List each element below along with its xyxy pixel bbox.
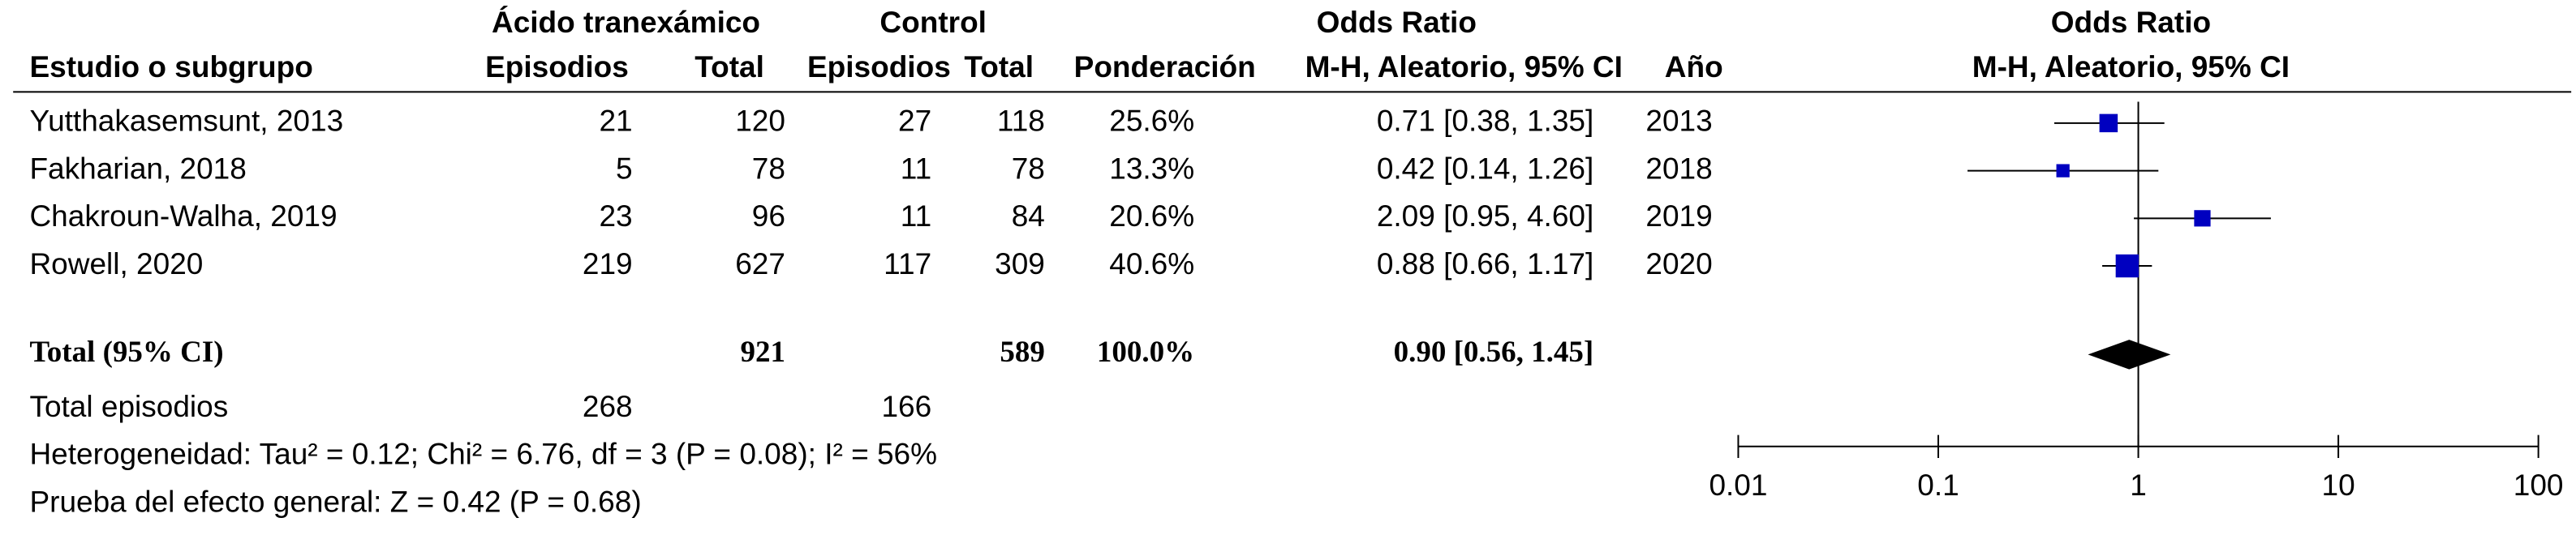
- x-tick-label: 1: [2130, 469, 2147, 502]
- cell: 78: [752, 152, 785, 185]
- cell: 0.71 [0.38, 1.35]: [1377, 105, 1593, 138]
- plot-subtitle: M-H, Aleatorio, 95% CI: [1972, 50, 2290, 83]
- heterogeneity: Heterogeneidad: Tau² = 0.12; Chi² = 6.76…: [29, 438, 937, 471]
- cell: 268: [583, 390, 633, 423]
- group-header: Odds Ratio: [1317, 6, 1477, 39]
- study-name: Fakharian, 2018: [29, 152, 246, 185]
- cell: 84: [1012, 199, 1045, 233]
- total-name: Total (95% CI): [29, 336, 223, 369]
- column-header: Episodios: [485, 50, 629, 83]
- cell: 2018: [1645, 152, 1712, 185]
- cell: 100.0%: [1097, 336, 1194, 369]
- cell: 25.6%: [1109, 105, 1194, 138]
- column-header: Total: [964, 50, 1034, 83]
- cell: 2020: [1645, 247, 1712, 280]
- total-diamond: [2088, 340, 2171, 370]
- study-name: Chakroun-Walha, 2019: [29, 199, 337, 233]
- cell: 120: [735, 105, 785, 138]
- cell: 13.3%: [1109, 152, 1194, 185]
- study-marker: [2194, 210, 2211, 227]
- column-header: M-H, Aleatorio, 95% CI: [1305, 50, 1623, 83]
- cell: 11: [901, 199, 931, 233]
- cell: 0.42 [0.14, 1.26]: [1377, 152, 1593, 185]
- study-name: Yutthakasemsunt, 2013: [29, 105, 343, 138]
- cell: 589: [1000, 336, 1045, 369]
- column-header: Estudio o subgrupo: [29, 50, 312, 83]
- plot-title: Odds Ratio: [2051, 6, 2211, 39]
- cell: 2013: [1645, 105, 1712, 138]
- cell: 0.88 [0.66, 1.17]: [1377, 247, 1593, 280]
- study-marker: [2056, 164, 2070, 178]
- cell: 5: [616, 152, 633, 185]
- cell: 21: [599, 105, 632, 138]
- cell: 921: [740, 336, 785, 369]
- cell: 78: [1012, 152, 1045, 185]
- cell: 309: [995, 247, 1045, 280]
- x-tick-label: 10: [2322, 469, 2355, 502]
- cell: 627: [735, 247, 785, 280]
- cell: 2019: [1645, 199, 1712, 233]
- column-header: Ponderación: [1074, 50, 1256, 83]
- group-header: Ácido tranexámico: [492, 6, 760, 39]
- study-name: Rowell, 2020: [29, 247, 203, 280]
- total-events-name: Total episodios: [29, 390, 228, 423]
- column-header: Año: [1665, 50, 1723, 83]
- cell: 11: [901, 152, 931, 185]
- column-header: Episodios: [807, 50, 951, 83]
- cell: 20.6%: [1109, 199, 1194, 233]
- study-marker: [2115, 254, 2139, 278]
- column-header: Total: [695, 50, 764, 83]
- cell: 118: [997, 105, 1045, 138]
- x-tick-label: 0.1: [1917, 469, 1959, 502]
- cell: 2.09 [0.95, 4.60]: [1377, 199, 1593, 233]
- group-header: Control: [879, 6, 987, 39]
- cell: 27: [898, 105, 931, 138]
- cell: 0.90 [0.56, 1.45]: [1394, 336, 1594, 369]
- x-tick-label: 100: [2514, 469, 2564, 502]
- cell: 23: [599, 199, 632, 233]
- overall-test: Prueba del efecto general: Z = 0.42 (P =…: [29, 485, 641, 518]
- cell: 96: [752, 199, 785, 233]
- cell: 219: [583, 247, 633, 280]
- study-marker: [2099, 113, 2118, 133]
- cell: 117: [884, 247, 931, 280]
- x-tick-label: 0.01: [1709, 469, 1767, 502]
- cell: 166: [881, 390, 931, 423]
- cell: 40.6%: [1109, 247, 1194, 280]
